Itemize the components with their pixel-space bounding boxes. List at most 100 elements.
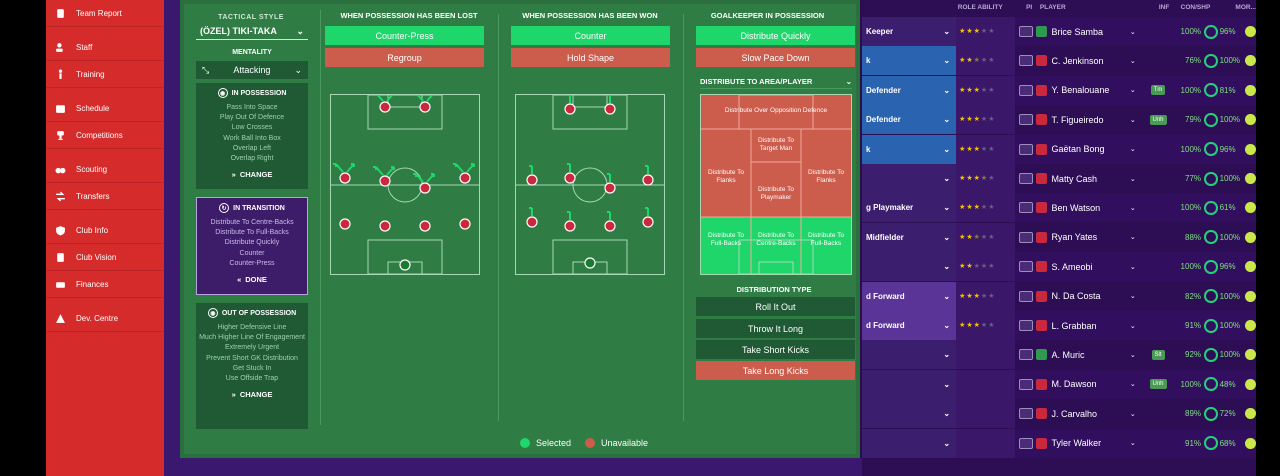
- sidebar-item-transfers[interactable]: Transfers: [46, 183, 164, 210]
- in-possession-card[interactable]: ◉ IN POSSESSION Pass Into Space Play Out …: [196, 83, 308, 189]
- zone-flanks-left[interactable]: Distribute To Flanks: [707, 169, 744, 184]
- table-row[interactable]: Defender ⌄ ★ ★ ★ ★ ★ Y. Benalouane ⌄ Tm 100%…: [862, 75, 1256, 105]
- pi-cell[interactable]: [1015, 202, 1036, 214]
- player-name[interactable]: Gaëtan Bong: [1051, 144, 1105, 155]
- morale-header[interactable]: MOR...: [1235, 3, 1256, 11]
- table-row[interactable]: k ⌄ ★ ★ ★ ★ ★ Gaëtan Bong ⌄ 100% 96%: [862, 134, 1256, 164]
- player-cell[interactable]: Ben Watson ⌄: [1036, 202, 1141, 214]
- in-possession-change-button[interactable]: » CHANGE: [196, 170, 308, 179]
- position-cell[interactable]: Midfielder ⌄: [862, 222, 957, 252]
- player-cell[interactable]: C. Jenkinson ⌄: [1036, 55, 1141, 67]
- sidebar-item-schedule[interactable]: Schedule: [46, 95, 164, 122]
- table-row[interactable]: ⌄ Tyler Walker ⌄ 91% 68%: [862, 428, 1256, 458]
- in-transition-card[interactable]: ↻ IN TRANSITION Distribute To Centre-Back…: [196, 197, 308, 295]
- player-cell[interactable]: S. Ameobi ⌄: [1036, 261, 1141, 273]
- pi-cell[interactable]: [1015, 55, 1036, 67]
- in-transition-done-button[interactable]: «DONE: [197, 275, 307, 284]
- position-cell[interactable]: ⌄: [862, 252, 957, 282]
- table-row[interactable]: ⌄ ★ ★ ★ ★ ★ Matty Cash ⌄ 77% 100%: [862, 164, 1256, 193]
- player-cell[interactable]: J. Carvalho ⌄: [1036, 408, 1141, 420]
- tactical-style-dropdown[interactable]: (ÖZEL) TIKI-TAKA ⌄: [196, 23, 308, 40]
- pi-cell[interactable]: [1015, 143, 1036, 155]
- player-name[interactable]: T. Figueiredo: [1051, 114, 1104, 125]
- position-cell[interactable]: ⌄: [862, 428, 957, 458]
- table-row[interactable]: ⌄ J. Carvalho ⌄ 89% 72%: [862, 399, 1256, 429]
- take-long-kicks-button[interactable]: Take Long Kicks: [696, 361, 855, 380]
- table-row[interactable]: Defender ⌄ ★ ★ ★ ★ ★ T. Figueiredo ⌄ Unh 79%…: [862, 105, 1256, 135]
- table-row[interactable]: Keeper ⌄ ★ ★ ★ ★ ★ Brice Samba ⌄ 100% 96%: [862, 17, 1256, 46]
- zone-full-backs-right[interactable]: Distribute To Full-Backs: [807, 232, 844, 247]
- throw-it-long-button[interactable]: Throw It Long: [696, 319, 855, 338]
- sidebar-item-club-info[interactable]: Club Info: [46, 217, 164, 244]
- distribute-area-dropdown[interactable]: DISTRIBUTE TO AREA/PLAYER ⌄: [700, 75, 852, 89]
- zone-centre-backs[interactable]: Distribute To Centre-Backs: [756, 232, 796, 247]
- player-name[interactable]: Tyler Walker: [1051, 438, 1102, 449]
- table-row[interactable]: d Forward ⌄ ★ ★ ★ ★ ★ L. Grabban ⌄ 91% 100%: [862, 311, 1256, 340]
- table-row[interactable]: Midfielder ⌄ ★ ★ ★ ★ ★ Ryan Yates ⌄ 88% 100%: [862, 222, 1256, 252]
- player-cell[interactable]: A. Muric ⌄: [1036, 349, 1141, 361]
- table-row[interactable]: k ⌄ ★ ★ ★ ★ ★ C. Jenkinson ⌄ 76% 100%: [862, 46, 1256, 76]
- sidebar-item-team-report[interactable]: Team Report: [46, 0, 164, 27]
- roll-it-out-button[interactable]: Roll It Out: [696, 297, 855, 316]
- distribute-quickly-button[interactable]: Distribute Quickly: [696, 26, 855, 45]
- pi-cell[interactable]: [1015, 378, 1036, 390]
- table-row[interactable]: d Forward ⌄ ★ ★ ★ ★ ★ N. Da Costa ⌄ 82% 100%: [862, 281, 1256, 311]
- player-header[interactable]: PLAYER: [1039, 3, 1066, 11]
- position-cell[interactable]: Defender ⌄: [862, 75, 957, 105]
- pi-cell[interactable]: [1015, 114, 1036, 126]
- con-shp-header[interactable]: CON/SHP: [1180, 3, 1211, 11]
- sidebar-item-club-vision[interactable]: Club Vision: [46, 244, 164, 271]
- zone-full-backs-left[interactable]: Distribute To Full-Backs: [707, 232, 744, 247]
- player-cell[interactable]: L. Grabban ⌄: [1036, 320, 1141, 331]
- player-cell[interactable]: Ryan Yates ⌄: [1036, 231, 1141, 243]
- out-of-possession-card[interactable]: ◉ OUT OF POSSESSION Higher Defensive Line…: [196, 303, 308, 429]
- pi-cell[interactable]: [1015, 173, 1036, 184]
- player-name[interactable]: C. Jenkinson: [1051, 55, 1104, 66]
- sidebar-item-staff[interactable]: Staff: [46, 34, 164, 61]
- player-name[interactable]: Brice Samba: [1051, 26, 1103, 37]
- position-cell[interactable]: k ⌄: [862, 134, 957, 164]
- regroup-button[interactable]: Regroup: [325, 48, 484, 67]
- pi-header[interactable]: PI: [1026, 3, 1033, 11]
- counter-press-button[interactable]: Counter-Press: [325, 26, 484, 45]
- player-cell[interactable]: N. Da Costa ⌄: [1036, 290, 1141, 302]
- position-cell[interactable]: d Forward ⌄: [862, 311, 957, 340]
- player-cell[interactable]: Gaëtan Bong ⌄: [1036, 143, 1141, 155]
- position-cell[interactable]: d Forward ⌄: [862, 281, 957, 311]
- zone-over-defence[interactable]: Distribute Over Opposition Defence: [724, 107, 828, 114]
- player-name[interactable]: J. Carvalho: [1051, 408, 1097, 419]
- slow-pace-down-button[interactable]: Slow Pace Down: [696, 48, 855, 67]
- pi-cell[interactable]: [1015, 408, 1036, 420]
- sidebar-item-dev-centre[interactable]: Dev. Centre: [46, 305, 164, 332]
- position-cell[interactable]: g Playmaker ⌄: [862, 193, 957, 223]
- position-cell[interactable]: Defender ⌄: [862, 105, 957, 135]
- zone-flanks-right[interactable]: Distribute To Flanks: [807, 169, 844, 184]
- player-name[interactable]: S. Ameobi: [1051, 261, 1093, 272]
- player-name[interactable]: Matty Cash: [1051, 173, 1097, 184]
- player-cell[interactable]: M. Dawson ⌄: [1036, 378, 1141, 390]
- sidebar-item-finances[interactable]: Finances: [46, 271, 164, 298]
- sidebar-item-competitions[interactable]: Competitions: [46, 122, 164, 149]
- table-row[interactable]: ⌄ ★ ★ ★ ★ ★ S. Ameobi ⌄ 100% 96%: [862, 252, 1256, 282]
- pi-cell[interactable]: [1015, 320, 1036, 331]
- player-cell[interactable]: T. Figueiredo ⌄: [1036, 114, 1141, 126]
- player-cell[interactable]: Brice Samba ⌄: [1036, 26, 1141, 37]
- position-cell[interactable]: ⌄: [862, 340, 957, 370]
- table-row[interactable]: ⌄ A. Muric ⌄ Slt 92% 100%: [862, 340, 1256, 370]
- position-cell[interactable]: ⌄: [862, 399, 957, 429]
- table-row[interactable]: g Playmaker ⌄ ★ ★ ★ ★ ★ Ben Watson ⌄ 100% 61…: [862, 193, 1256, 223]
- player-name[interactable]: L. Grabban: [1051, 320, 1097, 331]
- pi-cell[interactable]: [1015, 84, 1036, 96]
- player-name[interactable]: A. Muric: [1051, 349, 1085, 360]
- zone-playmaker[interactable]: Distribute To Playmaker: [757, 186, 794, 201]
- position-cell[interactable]: Keeper ⌄: [862, 17, 957, 46]
- position-cell[interactable]: k ⌄: [862, 46, 957, 76]
- sidebar-item-training[interactable]: Training: [46, 61, 164, 88]
- player-name[interactable]: Y. Benalouane: [1051, 85, 1110, 96]
- role-ability-header[interactable]: ROLE ABILITY: [957, 3, 1003, 11]
- player-name[interactable]: N. Da Costa: [1051, 291, 1101, 302]
- player-cell[interactable]: Tyler Walker ⌄: [1036, 437, 1141, 449]
- zone-target-man[interactable]: Distribute To Target Man: [757, 137, 794, 152]
- pi-cell[interactable]: [1015, 290, 1036, 302]
- position-cell[interactable]: ⌄: [862, 369, 957, 399]
